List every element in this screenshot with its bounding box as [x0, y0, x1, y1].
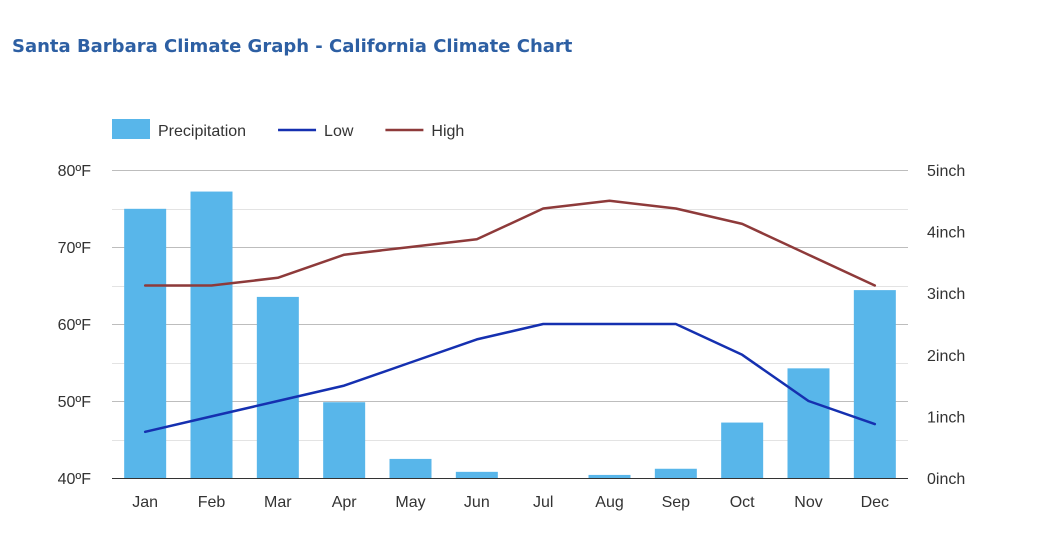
- precipitation-bar-aug[interactable]: [588, 474, 631, 478]
- x-tick-label-may: May: [395, 494, 425, 511]
- y-right-tick-label: 2inch: [927, 348, 965, 365]
- precipitation-bar-apr[interactable]: [323, 402, 366, 478]
- precipitation-bar-jun[interactable]: [455, 471, 498, 478]
- low-temperature-line[interactable]: [143, 322, 877, 434]
- y-left-tick-label: 70ºF: [58, 240, 92, 257]
- x-tick-label-jan: Jan: [132, 494, 158, 511]
- x-tick-label-jun: Jun: [464, 494, 490, 511]
- legend[interactable]: Precipitation Low High: [112, 119, 464, 140]
- axes: 40ºF 50ºF 60ºF 70ºF 80ºF 0inch 1inch 2inch 3inch…: [58, 163, 966, 511]
- legend-item-low[interactable]: Low: [278, 123, 354, 140]
- x-tick-label-oct: Oct: [730, 494, 755, 511]
- precipitation-bar-jan[interactable]: [124, 208, 167, 479]
- x-tick-label-dec: Dec: [861, 494, 889, 511]
- legend-label-precipitation: Precipitation: [158, 123, 246, 140]
- x-tick-label-apr: Apr: [332, 494, 358, 511]
- y-right-tick-label: 1inch: [927, 409, 965, 426]
- x-tick-label-jul: Jul: [533, 494, 553, 511]
- legend-label-high: High: [431, 123, 464, 140]
- x-tick-label-nov: Nov: [794, 494, 822, 511]
- x-tick-label-sep: Sep: [662, 494, 691, 511]
- x-tick-label-feb: Feb: [198, 494, 226, 511]
- y-right-tick-label: 0inch: [927, 471, 965, 488]
- y-left-tick-label: 50ºF: [58, 394, 92, 411]
- precipitation-bar-may[interactable]: [389, 458, 432, 478]
- high-temperature-line[interactable]: [143, 199, 877, 287]
- x-tick-label-mar: Mar: [264, 494, 292, 511]
- precipitation-bar-feb[interactable]: [190, 191, 233, 478]
- legend-item-high[interactable]: High: [385, 123, 464, 140]
- page-title: Santa Barbara Climate Graph - California…: [12, 36, 573, 57]
- precipitation-bars: [124, 191, 896, 479]
- temperature-lines: [143, 199, 877, 434]
- x-tick-label-aug: Aug: [595, 494, 623, 511]
- y-right-tick-label: 3inch: [927, 286, 965, 303]
- precipitation-bar-oct[interactable]: [721, 422, 764, 478]
- precipitation-bar-dec[interactable]: [853, 290, 896, 478]
- y-right-tick-label: 4inch: [927, 225, 965, 242]
- precipitation-bar-sep[interactable]: [654, 468, 697, 478]
- legend-label-low: Low: [324, 123, 354, 140]
- precipitation-bar-mar[interactable]: [256, 296, 299, 478]
- y-left-tick-label: 60ºF: [58, 317, 92, 334]
- grid-lines: [112, 170, 908, 441]
- legend-swatch-precipitation: [112, 119, 150, 139]
- y-left-tick-label: 80ºF: [58, 163, 92, 180]
- y-right-tick-label: 5inch: [927, 163, 965, 180]
- precipitation-bar-nov[interactable]: [787, 368, 830, 478]
- y-left-tick-label: 40ºF: [58, 471, 92, 488]
- legend-item-precipitation[interactable]: Precipitation: [112, 119, 246, 140]
